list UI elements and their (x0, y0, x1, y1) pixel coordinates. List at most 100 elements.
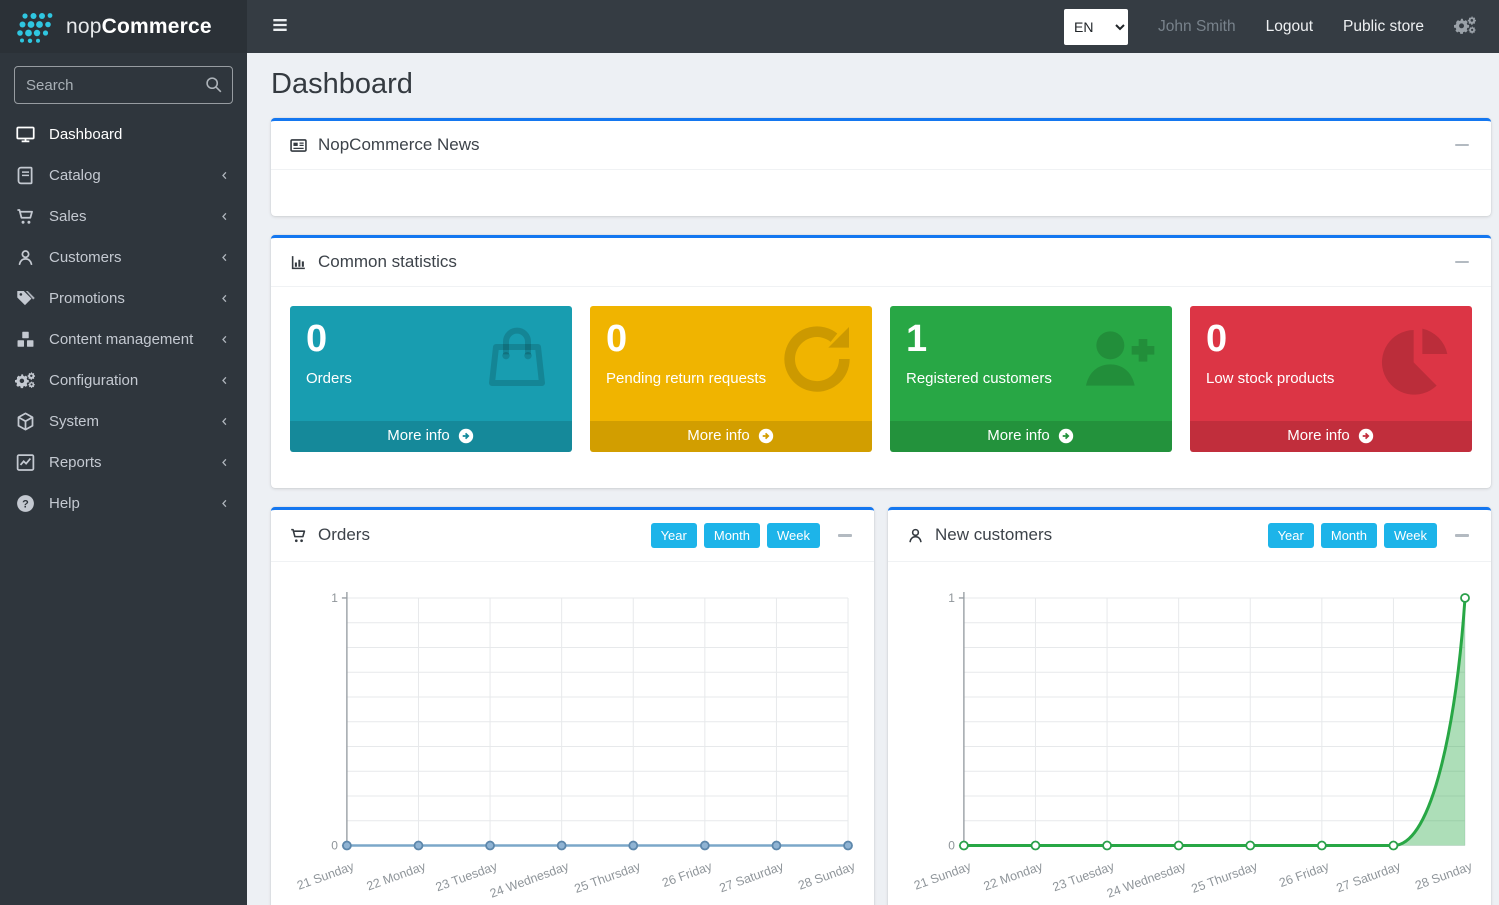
chevron-left-icon (218, 456, 231, 469)
sidebar-item-help[interactable]: Help (0, 483, 247, 524)
minus-icon (1455, 143, 1469, 147)
sidebar-item-reports[interactable]: Reports (0, 442, 247, 483)
registered-customers-more-info-link[interactable]: More info (890, 420, 1172, 452)
low-stock-label: Low stock products (1206, 369, 1335, 387)
book-icon (15, 165, 36, 186)
user-icon (15, 247, 36, 268)
bar-chart-icon (289, 253, 308, 272)
orders-week-button[interactable]: Week (767, 522, 820, 548)
arrow-circle-right-icon (458, 428, 473, 443)
cubes-icon (15, 329, 36, 350)
svg-text:1: 1 (948, 591, 955, 605)
collapse-orders-chart-button[interactable] (834, 528, 856, 543)
collapse-statistics-button[interactable] (1451, 255, 1473, 270)
pending-returns-count: 0 (606, 318, 628, 360)
sidebar-item-dashboard[interactable]: Dashboard (0, 114, 247, 155)
sidebar-item-configuration[interactable]: Configuration (0, 360, 247, 401)
svg-text:24 Wednesday: 24 Wednesday (1105, 859, 1188, 901)
chevron-left-icon (218, 169, 231, 182)
brand-logo: nopCommerce (0, 0, 247, 53)
chevron-left-icon (218, 497, 231, 510)
news-panel: NopCommerce News (271, 118, 1491, 216)
svg-text:0: 0 (331, 838, 338, 852)
customers-month-button[interactable]: Month (1320, 522, 1377, 548)
customers-week-button[interactable]: Week (1384, 522, 1437, 548)
monitor-icon (15, 124, 36, 145)
pending-returns-label: Pending return requests (606, 369, 767, 387)
orders-stat-card: 0 Orders More info (290, 306, 572, 452)
nopcommerce-dots-icon (17, 12, 53, 43)
collapse-customers-chart-button[interactable] (1451, 528, 1473, 543)
search-input[interactable] (14, 66, 233, 104)
newspaper-icon (289, 136, 308, 155)
sidebar-item-promotions[interactable]: Promotions (0, 278, 247, 319)
svg-text:22 Monday: 22 Monday (982, 859, 1045, 894)
top-bar: nopCommerce EN John Smith Logout Public … (0, 0, 1499, 53)
svg-text:0: 0 (948, 838, 955, 852)
arrow-circle-right-icon (1058, 428, 1073, 443)
sidebar-toggle-button[interactable] (270, 15, 290, 38)
search-icon (203, 74, 224, 95)
sidebar-menu: Dashboard Catalog Sales Customers Promot… (0, 114, 247, 524)
svg-text:28 Sunday: 28 Sunday (796, 859, 858, 893)
pending-returns-more-info-link[interactable]: More info (590, 420, 872, 452)
minus-icon (1455, 534, 1469, 537)
orders-month-button[interactable]: Month (703, 522, 760, 548)
public-store-link[interactable]: Public store (1343, 17, 1424, 35)
minus-icon (838, 534, 852, 537)
chevron-left-icon (218, 374, 231, 387)
sidebar-item-customers[interactable]: Customers (0, 237, 247, 278)
gears-icon (15, 370, 36, 391)
logout-link[interactable]: Logout (1265, 17, 1314, 35)
svg-text:26 Friday: 26 Friday (1277, 859, 1331, 890)
cart-icon (15, 206, 36, 227)
orders-year-button[interactable]: Year (650, 522, 697, 548)
orders-chart: 0 1 21 Sunday 22 Monday 23 Tuesday 24 Wednesd… (281, 574, 864, 905)
user-name: John Smith (1158, 17, 1236, 35)
svg-text:24 Wednesday: 24 Wednesday (488, 859, 571, 901)
minus-icon (1455, 260, 1469, 264)
chevron-left-icon (218, 333, 231, 346)
registered-customers-label: Registered customers (906, 369, 1052, 387)
svg-text:25 Thursday: 25 Thursday (573, 859, 643, 896)
brand-name: nopCommerce (66, 14, 212, 38)
chevron-left-icon (218, 415, 231, 428)
sidebar-item-sales[interactable]: Sales (0, 196, 247, 237)
orders-chart-title: Orders (318, 525, 370, 545)
tags-icon (15, 288, 36, 309)
sidebar-item-catalog[interactable]: Catalog (0, 155, 247, 196)
arrow-circle-right-icon (758, 428, 773, 443)
new-customers-chart: 0 1 21 Sunday 22 Monday 23 Tuesday 24 Wednesd… (898, 574, 1481, 905)
settings-button[interactable] (1454, 14, 1477, 40)
sidebar-item-system[interactable]: System (0, 401, 247, 442)
cart-icon (289, 526, 308, 545)
low-stock-count: 0 (1206, 318, 1228, 360)
chevron-left-icon (218, 292, 231, 305)
registered-customers-count: 1 (906, 318, 928, 360)
chevron-left-icon (218, 251, 231, 264)
svg-text:21 Sunday: 21 Sunday (912, 859, 974, 893)
svg-text:21 Sunday: 21 Sunday (295, 859, 357, 893)
chevron-left-icon (218, 210, 231, 223)
svg-text:27 Saturday: 27 Saturday (717, 859, 786, 895)
shopping-bag-icon (477, 319, 557, 404)
user-plus-icon (1077, 319, 1157, 404)
orders-label: Orders (306, 369, 352, 387)
new-customers-chart-title: New customers (935, 525, 1053, 545)
customers-year-button[interactable]: Year (1267, 522, 1314, 548)
pie-chart-icon (1377, 319, 1457, 404)
collapse-news-button[interactable] (1451, 138, 1473, 153)
svg-text:27 Saturday: 27 Saturday (1334, 859, 1403, 895)
language-select[interactable]: EN (1064, 8, 1129, 45)
orders-more-info-link[interactable]: More info (290, 420, 572, 452)
news-panel-title: NopCommerce News (318, 135, 480, 154)
low-stock-more-info-link[interactable]: More info (1190, 420, 1472, 452)
svg-text:25 Thursday: 25 Thursday (1190, 859, 1260, 896)
orders-count: 0 (306, 318, 328, 360)
arrow-circle-right-icon (1358, 428, 1373, 443)
low-stock-stat-card: 0 Low stock products More info (1190, 306, 1472, 452)
top-navigation: EN John Smith Logout Public store (247, 0, 1499, 53)
hamburger-icon (270, 15, 290, 38)
sidebar-item-content-management[interactable]: Content management (0, 319, 247, 360)
gears-icon (1454, 14, 1477, 40)
